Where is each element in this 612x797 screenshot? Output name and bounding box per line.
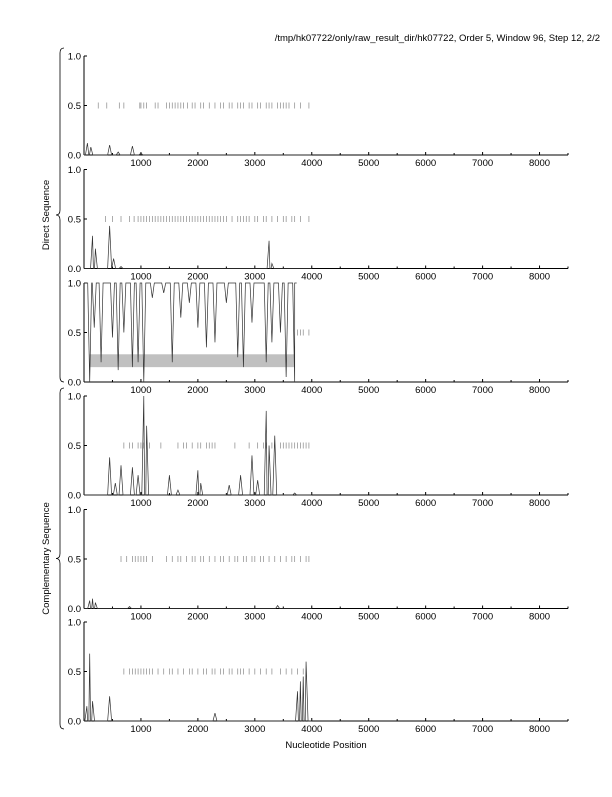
plot-header: /tmp/hk07722/only/raw_result_dir/hk07722… xyxy=(274,33,600,44)
x-tick-label: 4000 xyxy=(301,158,322,169)
x-tick-label: 8000 xyxy=(529,612,550,623)
x-tick-label: 1000 xyxy=(130,498,151,509)
x-tick-label: 2000 xyxy=(187,498,208,509)
y-tick-label: 1.0 xyxy=(68,392,81,403)
x-tick-label: 8000 xyxy=(529,724,550,735)
x-tick-label: 2000 xyxy=(187,724,208,735)
y-tick-label: 1.0 xyxy=(68,279,81,290)
y-tick-label: 0.0 xyxy=(68,264,81,275)
y-tick-label: 0.0 xyxy=(68,491,81,502)
y-tick-label: 0.0 xyxy=(68,717,81,728)
coding-potential-line xyxy=(84,598,312,609)
panel-4: 0.0 0.5 1.0 1000 2000 3000 4000 5000 6000 7000 800… xyxy=(68,392,569,509)
group-label: Complementary Sequence xyxy=(41,502,52,614)
x-tick-label: 8000 xyxy=(529,272,550,283)
y-tick-label: 0.5 xyxy=(68,555,81,566)
panel-6: 0.0 0.5 1.0 1000 2000 3000 4000 5000 6000 7000 800… xyxy=(68,618,569,735)
panel-2: 0.0 0.5 1.0 1000 2000 3000 4000 5000 6000 7000 800… xyxy=(68,165,569,283)
y-tick-label: 0.5 xyxy=(68,667,81,678)
x-tick-label: 2000 xyxy=(187,158,208,169)
x-tick-label: 5000 xyxy=(358,158,379,169)
x-axis-label: Nucleotide Position xyxy=(285,740,366,751)
y-tick-label: 0.5 xyxy=(68,101,81,112)
x-tick-label: 5000 xyxy=(358,498,379,509)
x-tick-label: 3000 xyxy=(244,724,265,735)
x-tick-label: 6000 xyxy=(415,272,436,283)
x-tick-label: 4000 xyxy=(301,272,322,283)
x-tick-label: 3000 xyxy=(244,158,265,169)
coding-potential-line xyxy=(84,282,297,383)
y-tick-label: 0.5 xyxy=(68,215,81,226)
coding-potential-line xyxy=(84,225,312,269)
x-tick-label: 1000 xyxy=(130,385,151,396)
x-tick-label: 6000 xyxy=(415,498,436,509)
y-tick-label: 0.5 xyxy=(68,441,81,452)
panel-5: 0.0 0.5 1.0 1000 2000 3000 4000 5000 6000 7000 800… xyxy=(68,505,569,623)
x-tick-label: 3000 xyxy=(244,612,265,623)
x-tick-label: 6000 xyxy=(415,385,436,396)
x-tick-label: 7000 xyxy=(472,272,493,283)
coding-potential-line xyxy=(84,653,312,722)
x-tick-label: 4000 xyxy=(301,385,322,396)
y-tick-label: 1.0 xyxy=(68,165,81,176)
x-tick-label: 6000 xyxy=(415,158,436,169)
x-tick-label: 2000 xyxy=(187,272,208,283)
x-tick-label: 1000 xyxy=(130,272,151,283)
coding-potential-line xyxy=(84,395,312,496)
x-tick-label: 8000 xyxy=(529,498,550,509)
x-tick-label: 4000 xyxy=(301,498,322,509)
x-tick-label: 8000 xyxy=(529,158,550,169)
y-tick-label: 1.0 xyxy=(68,52,81,63)
x-tick-label: 2000 xyxy=(187,385,208,396)
x-tick-label: 7000 xyxy=(472,724,493,735)
y-tick-label: 1.0 xyxy=(68,618,81,629)
group-bracket xyxy=(55,387,65,730)
x-tick-label: 6000 xyxy=(415,612,436,623)
x-tick-label: 7000 xyxy=(472,385,493,396)
threshold-band xyxy=(89,354,295,368)
x-tick-label: 7000 xyxy=(472,158,493,169)
panel-1: 0.0 0.5 1.0 1000 2000 3000 4000 5000 6000 7000 800… xyxy=(68,52,569,169)
x-tick-label: 2000 xyxy=(187,612,208,623)
x-tick-label: 3000 xyxy=(244,272,265,283)
y-tick-label: 1.0 xyxy=(68,505,81,516)
y-tick-label: 0.0 xyxy=(68,378,81,389)
x-tick-label: 1000 xyxy=(130,158,151,169)
x-tick-label: 8000 xyxy=(529,385,550,396)
x-tick-label: 4000 xyxy=(301,612,322,623)
y-tick-label: 0.0 xyxy=(68,604,81,615)
x-tick-label: 5000 xyxy=(358,272,379,283)
x-tick-label: 6000 xyxy=(415,724,436,735)
panel-3: 0.0 0.5 1.0 1000 2000 3000 4000 5000 6000 7000 800… xyxy=(68,279,569,396)
x-tick-label: 7000 xyxy=(472,498,493,509)
group-label: Direct Sequence xyxy=(41,180,52,250)
x-tick-label: 5000 xyxy=(358,385,379,396)
x-tick-label: 3000 xyxy=(244,498,265,509)
x-tick-label: 3000 xyxy=(244,385,265,396)
group-bracket xyxy=(55,47,65,383)
x-tick-label: 4000 xyxy=(301,724,322,735)
x-tick-label: 5000 xyxy=(358,724,379,735)
coding-potential-line xyxy=(84,143,312,156)
y-tick-label: 0.0 xyxy=(68,151,81,162)
x-tick-label: 1000 xyxy=(130,612,151,623)
x-tick-label: 7000 xyxy=(472,612,493,623)
x-tick-label: 1000 xyxy=(130,724,151,735)
x-tick-label: 5000 xyxy=(358,612,379,623)
y-tick-label: 0.5 xyxy=(68,328,81,339)
